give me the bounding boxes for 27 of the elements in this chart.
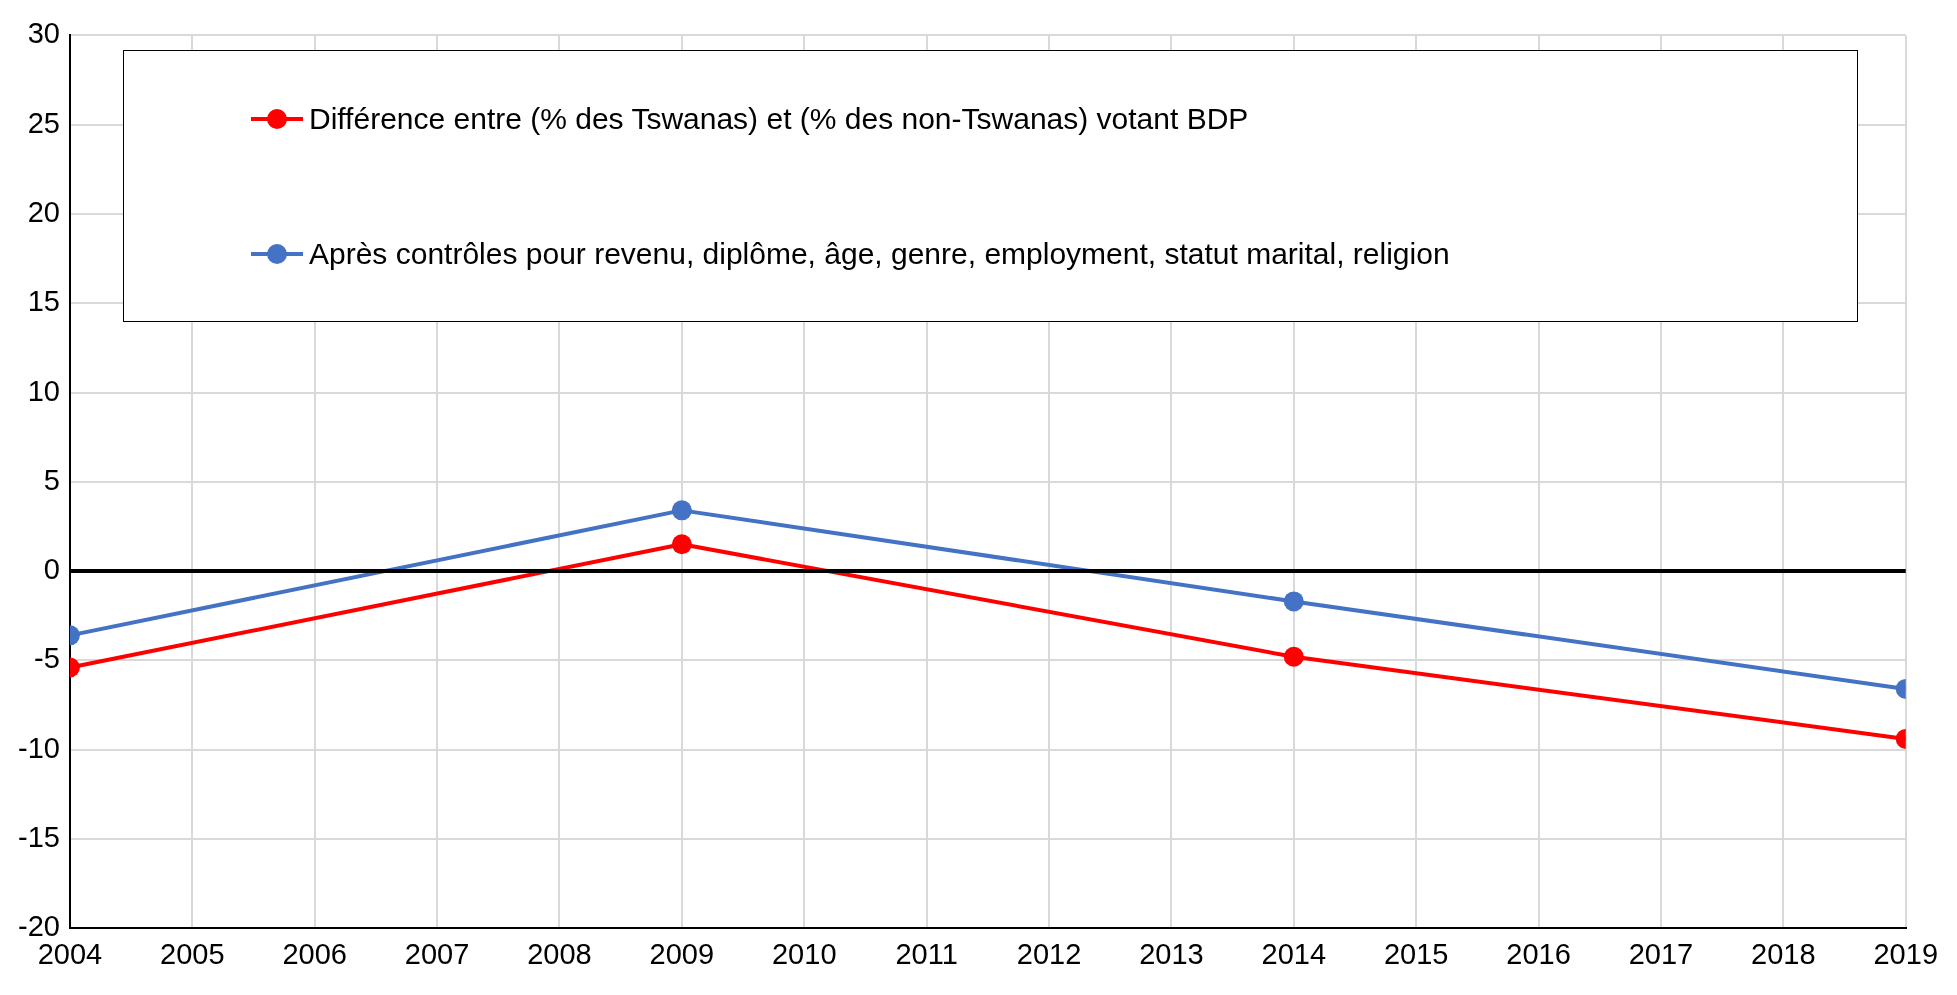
- x-tick-label: 2010: [771, 937, 837, 970]
- x-tick-label: 2007: [404, 937, 470, 970]
- y-tick-label: 20: [27, 195, 60, 228]
- y-tick-label: 10: [27, 374, 60, 407]
- legend-label: Différence entre (% des Tswanas) et (% des non-Tswanas) votant BDP: [309, 101, 1249, 136]
- x-tick-label: 2014: [1261, 937, 1327, 970]
- y-tick-label: 30: [27, 17, 60, 50]
- x-tick-label: 2012: [1016, 937, 1082, 970]
- legend-label: Après contrôles pour revenu, diplôme, âge, genre, employment, statut marital, religion: [309, 236, 1450, 271]
- x-tick-label: 2019: [1873, 937, 1938, 970]
- y-tick-label: 25: [27, 106, 60, 139]
- x-tick-label: 2016: [1506, 937, 1571, 970]
- y-tick-label: -5: [34, 642, 60, 675]
- y-tick-label: 5: [43, 463, 60, 496]
- x-tick-label: 2018: [1751, 937, 1816, 970]
- y-tick-label: 15: [27, 285, 60, 318]
- x-tick-label: 2017: [1628, 937, 1694, 970]
- y-tick-label: -10: [17, 731, 60, 764]
- y-tick-label: 0: [43, 553, 60, 586]
- x-tick-label: 2005: [160, 937, 225, 970]
- x-tick-label: 2006: [282, 937, 347, 970]
- x-tick-label: 2008: [527, 937, 592, 970]
- x-tick-label: 2015: [1383, 937, 1449, 970]
- x-tick-label: 2011: [895, 937, 958, 970]
- x-tick-label: 2009: [649, 937, 715, 970]
- x-tick-label: 2013: [1139, 937, 1204, 970]
- y-tick-label: -15: [17, 820, 60, 853]
